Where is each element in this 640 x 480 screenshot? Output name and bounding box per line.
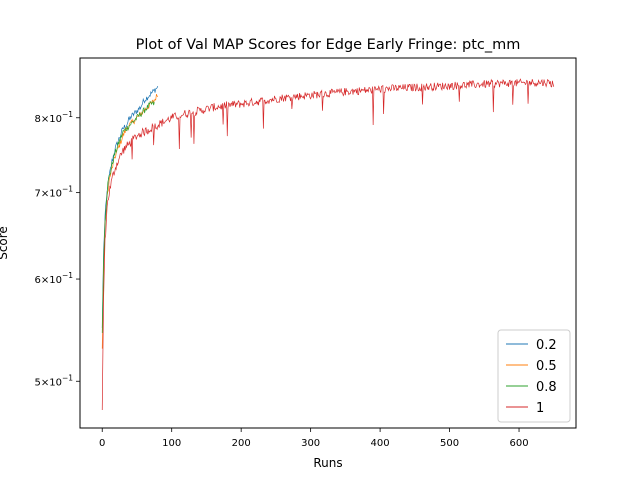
plot-area — [101, 78, 555, 411]
legend-label: 1 — [536, 401, 544, 416]
y-tick-label: 6×10−1 — [34, 271, 73, 286]
chart-title: Plot of Val MAP Scores for Edge Early Fr… — [136, 37, 521, 53]
y-tick-label: 8×10−1 — [34, 110, 73, 125]
y-tick-label: 7×10−1 — [34, 185, 73, 200]
legend-box — [497, 329, 571, 423]
series-line-0_5 — [101, 93, 159, 349]
y-axis: 5×10−1 6×10−1 7×10−1 8×10−1 — [34, 110, 80, 388]
x-tick-label: 0 — [99, 438, 105, 449]
x-tick-label: 400 — [371, 438, 390, 449]
legend-label: 0.8 — [536, 380, 557, 395]
x-axis: 0 100 200 300 400 500 600 — [99, 428, 529, 449]
x-tick-label: 500 — [440, 438, 459, 449]
x-tick-label: 200 — [232, 438, 251, 449]
x-tick-label: 100 — [162, 438, 181, 449]
legend-label: 0.5 — [536, 359, 557, 374]
x-tick-label: 300 — [301, 438, 320, 449]
y-tick-label: 5×10−1 — [34, 373, 73, 388]
x-tick-label: 600 — [509, 438, 528, 449]
axes-frame — [79, 57, 577, 429]
x-axis-label: Runs — [313, 456, 342, 470]
y-axis-label: Score — [0, 226, 10, 260]
series-line-0_8 — [101, 100, 155, 333]
legend: 0.2 0.5 0.8 1 — [497, 329, 571, 423]
series-line-1 — [101, 78, 555, 411]
legend-label: 0.2 — [536, 338, 557, 353]
